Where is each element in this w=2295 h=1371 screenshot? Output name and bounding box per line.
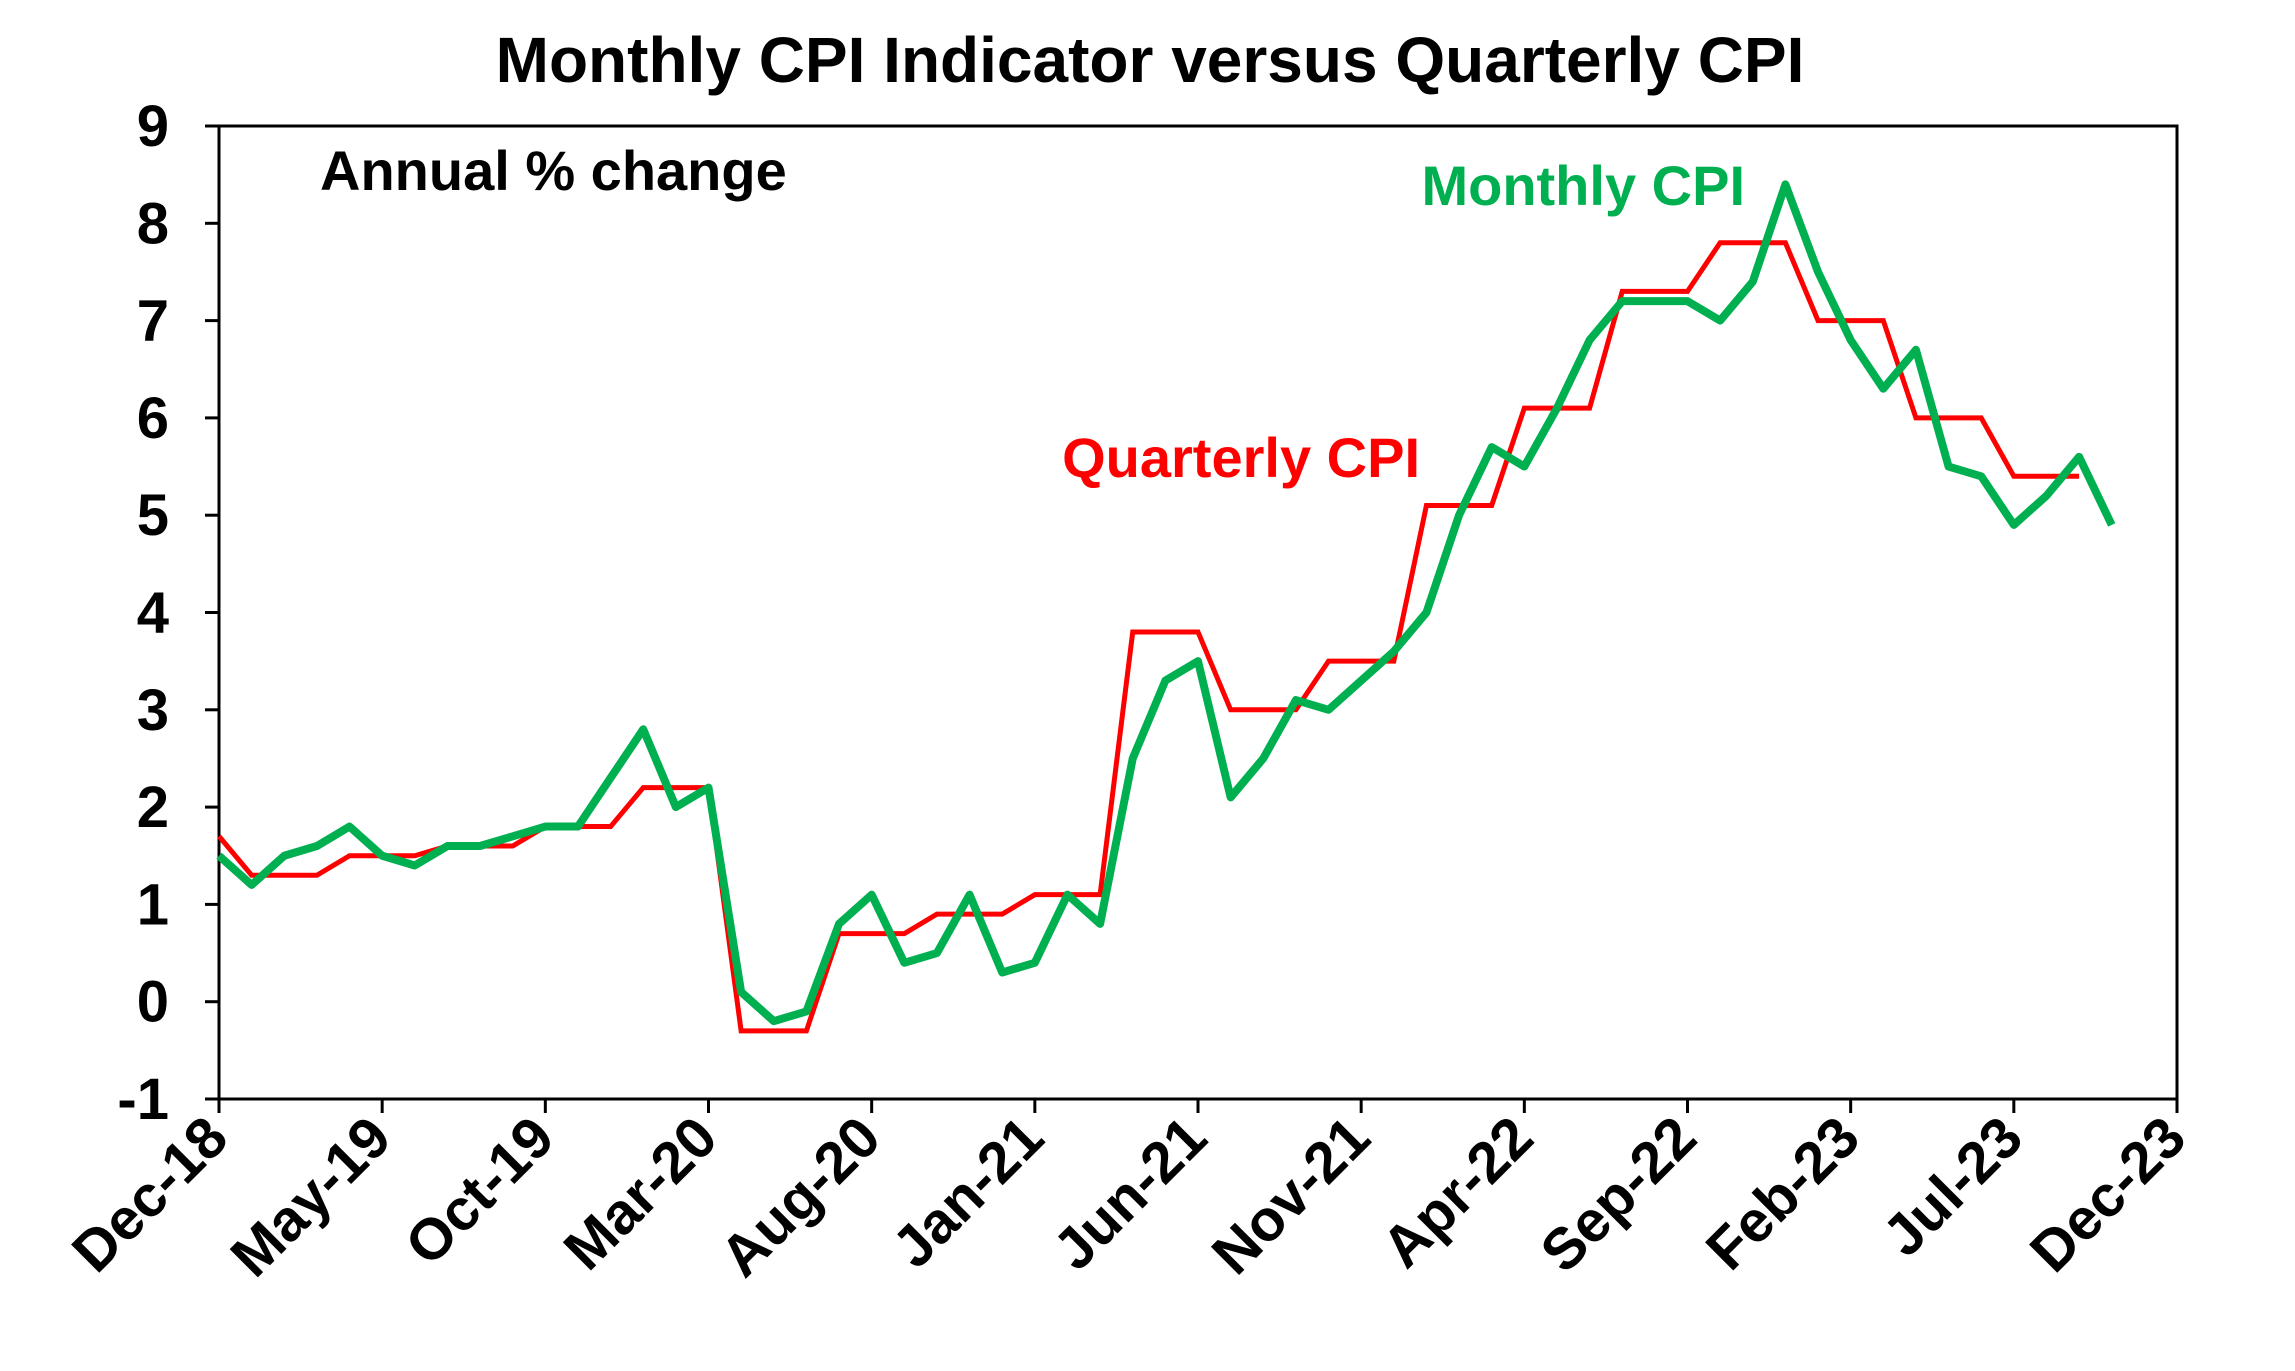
x-tick-label: Dec-23 — [2018, 1104, 2198, 1284]
y-tick-label: 4 — [137, 581, 169, 646]
subtitle-annotation: Annual % change — [320, 139, 787, 202]
series-group — [216, 180, 2116, 1034]
x-tick-label: Jun-21 — [1041, 1104, 1219, 1282]
chart-title: Monthly CPI Indicator versus Quarterly C… — [496, 24, 1805, 96]
x-tick-label: Oct-19 — [393, 1104, 567, 1278]
y-tick-label: 9 — [137, 94, 169, 159]
y-axis: -1 0 1 2 3 4 5 6 7 8 9 — [117, 94, 219, 1132]
series-line-quarterly-cpi — [217, 240, 2080, 1034]
x-tick-label: Apr-22 — [1370, 1104, 1546, 1280]
quarterly-cpi-label: Quarterly CPI — [1062, 426, 1420, 489]
series-line-monthly-cpi — [216, 180, 2116, 1026]
x-axis: Dec-18May-19Oct-19Mar-20Aug-20Jan-21Jun-… — [60, 1099, 2198, 1289]
x-tick-label: Aug-20 — [708, 1104, 893, 1289]
x-tick-label: Feb-23 — [1694, 1104, 1872, 1282]
x-tick-label: Jan-21 — [880, 1104, 1056, 1280]
y-tick-label: 3 — [137, 678, 169, 743]
y-tick-label: 7 — [137, 289, 169, 354]
plot-frame — [217, 124, 2179, 1101]
y-tick-label: 5 — [137, 483, 169, 548]
monthly-cpi-label: Monthly CPI — [1421, 154, 1745, 217]
y-tick-label: 2 — [137, 775, 169, 840]
y-tick-label: 1 — [137, 872, 169, 937]
x-tick-label: Nov-21 — [1200, 1104, 1383, 1287]
y-tick-label: 8 — [137, 191, 169, 256]
y-tick-label: -1 — [117, 1067, 169, 1132]
y-tick-label: 0 — [137, 970, 169, 1035]
y-tick-label: 6 — [137, 386, 169, 451]
x-tick-label: Sep-22 — [1528, 1104, 1708, 1284]
x-tick-label: Mar-20 — [552, 1104, 730, 1282]
x-tick-label: May-19 — [218, 1104, 403, 1289]
x-tick-label: Jul-23 — [1871, 1104, 2036, 1269]
